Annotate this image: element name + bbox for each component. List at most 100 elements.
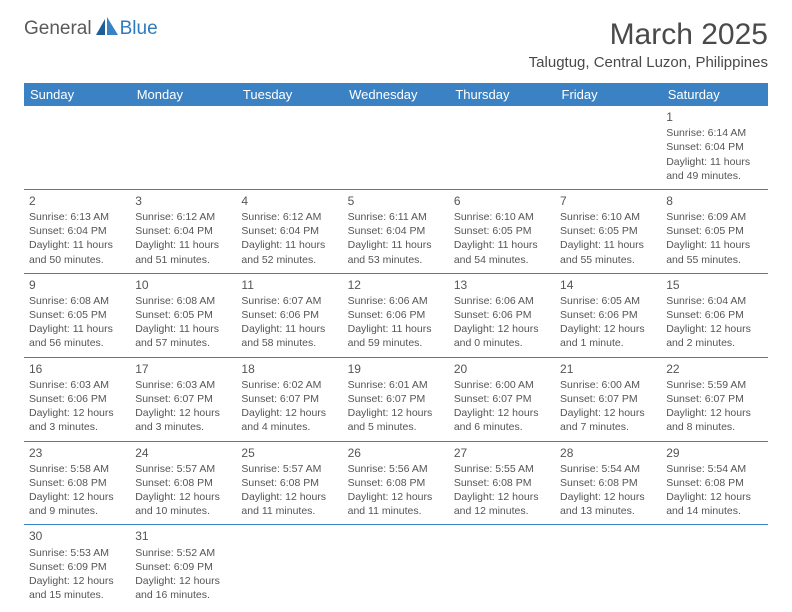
sunset-text: Sunset: 6:04 PM xyxy=(29,224,125,238)
daylight-text: Daylight: 11 hours and 56 minutes. xyxy=(29,322,125,350)
sunrise-text: Sunrise: 6:13 AM xyxy=(29,210,125,224)
sunrise-text: Sunrise: 5:57 AM xyxy=(241,462,337,476)
day-number: 21 xyxy=(560,361,656,377)
daylight-text: Daylight: 12 hours and 3 minutes. xyxy=(135,406,231,434)
sunrise-text: Sunrise: 6:00 AM xyxy=(560,378,656,392)
sunrise-text: Sunrise: 6:11 AM xyxy=(348,210,444,224)
sunset-text: Sunset: 6:07 PM xyxy=(241,392,337,406)
calendar-cell: 28Sunrise: 5:54 AMSunset: 6:08 PMDayligh… xyxy=(555,441,661,525)
calendar-cell: 1Sunrise: 6:14 AMSunset: 6:04 PMDaylight… xyxy=(661,106,767,189)
sunset-text: Sunset: 6:06 PM xyxy=(560,308,656,322)
calendar-cell: 3Sunrise: 6:12 AMSunset: 6:04 PMDaylight… xyxy=(130,189,236,273)
sunset-text: Sunset: 6:07 PM xyxy=(454,392,550,406)
day-header: Thursday xyxy=(449,83,555,106)
day-number: 8 xyxy=(666,193,762,209)
daylight-text: Daylight: 12 hours and 12 minutes. xyxy=(454,490,550,518)
sunrise-text: Sunrise: 5:56 AM xyxy=(348,462,444,476)
calendar-cell xyxy=(661,525,767,608)
sunrise-text: Sunrise: 6:08 AM xyxy=(29,294,125,308)
calendar-cell: 6Sunrise: 6:10 AMSunset: 6:05 PMDaylight… xyxy=(449,189,555,273)
sunset-text: Sunset: 6:08 PM xyxy=(454,476,550,490)
daylight-text: Daylight: 12 hours and 13 minutes. xyxy=(560,490,656,518)
sunset-text: Sunset: 6:08 PM xyxy=(29,476,125,490)
header: General Blue March 2025 Talugtug, Centra… xyxy=(24,18,768,79)
sunset-text: Sunset: 6:04 PM xyxy=(348,224,444,238)
day-number: 20 xyxy=(454,361,550,377)
calendar-cell: 22Sunrise: 5:59 AMSunset: 6:07 PMDayligh… xyxy=(661,357,767,441)
daylight-text: Daylight: 12 hours and 11 minutes. xyxy=(348,490,444,518)
calendar-cell: 19Sunrise: 6:01 AMSunset: 6:07 PMDayligh… xyxy=(343,357,449,441)
sunset-text: Sunset: 6:07 PM xyxy=(348,392,444,406)
sunset-text: Sunset: 6:06 PM xyxy=(29,392,125,406)
daylight-text: Daylight: 12 hours and 8 minutes. xyxy=(666,406,762,434)
daylight-text: Daylight: 11 hours and 55 minutes. xyxy=(560,238,656,266)
calendar-cell: 20Sunrise: 6:00 AMSunset: 6:07 PMDayligh… xyxy=(449,357,555,441)
logo: General Blue xyxy=(24,18,158,40)
sunrise-text: Sunrise: 6:06 AM xyxy=(348,294,444,308)
daylight-text: Daylight: 11 hours and 49 minutes. xyxy=(666,155,762,183)
calendar-body: 1Sunrise: 6:14 AMSunset: 6:04 PMDaylight… xyxy=(24,106,768,608)
daylight-text: Daylight: 11 hours and 57 minutes. xyxy=(135,322,231,350)
daylight-text: Daylight: 12 hours and 3 minutes. xyxy=(29,406,125,434)
day-number: 30 xyxy=(29,528,125,544)
day-number: 23 xyxy=(29,445,125,461)
daylight-text: Daylight: 11 hours and 58 minutes. xyxy=(241,322,337,350)
daylight-text: Daylight: 12 hours and 10 minutes. xyxy=(135,490,231,518)
daylight-text: Daylight: 12 hours and 1 minute. xyxy=(560,322,656,350)
sunrise-text: Sunrise: 5:58 AM xyxy=(29,462,125,476)
sunset-text: Sunset: 6:06 PM xyxy=(348,308,444,322)
daylight-text: Daylight: 12 hours and 16 minutes. xyxy=(135,574,231,602)
day-number: 25 xyxy=(241,445,337,461)
sunrise-text: Sunrise: 6:07 AM xyxy=(241,294,337,308)
sunset-text: Sunset: 6:08 PM xyxy=(241,476,337,490)
sunset-text: Sunset: 6:05 PM xyxy=(135,308,231,322)
day-number: 5 xyxy=(348,193,444,209)
daylight-text: Daylight: 12 hours and 14 minutes. xyxy=(666,490,762,518)
calendar-cell: 2Sunrise: 6:13 AMSunset: 6:04 PMDaylight… xyxy=(24,189,130,273)
logo-sails-icon xyxy=(96,17,118,35)
day-number: 12 xyxy=(348,277,444,293)
day-number: 19 xyxy=(348,361,444,377)
calendar-cell xyxy=(236,106,342,189)
daylight-text: Daylight: 12 hours and 7 minutes. xyxy=(560,406,656,434)
month-title: March 2025 xyxy=(529,18,768,52)
sunset-text: Sunset: 6:05 PM xyxy=(454,224,550,238)
calendar-row: 2Sunrise: 6:13 AMSunset: 6:04 PMDaylight… xyxy=(24,189,768,273)
sunset-text: Sunset: 6:04 PM xyxy=(135,224,231,238)
sunrise-text: Sunrise: 5:53 AM xyxy=(29,546,125,560)
day-number: 16 xyxy=(29,361,125,377)
day-number: 15 xyxy=(666,277,762,293)
sunset-text: Sunset: 6:07 PM xyxy=(666,392,762,406)
sunset-text: Sunset: 6:09 PM xyxy=(135,560,231,574)
location-text: Talugtug, Central Luzon, Philippines xyxy=(529,54,768,71)
day-number: 24 xyxy=(135,445,231,461)
day-number: 4 xyxy=(241,193,337,209)
sunset-text: Sunset: 6:06 PM xyxy=(241,308,337,322)
sunrise-text: Sunrise: 6:14 AM xyxy=(666,126,762,140)
sunrise-text: Sunrise: 6:01 AM xyxy=(348,378,444,392)
calendar-cell: 24Sunrise: 5:57 AMSunset: 6:08 PMDayligh… xyxy=(130,441,236,525)
daylight-text: Daylight: 12 hours and 4 minutes. xyxy=(241,406,337,434)
sunset-text: Sunset: 6:09 PM xyxy=(29,560,125,574)
sunset-text: Sunset: 6:05 PM xyxy=(560,224,656,238)
day-number: 27 xyxy=(454,445,550,461)
sunrise-text: Sunrise: 6:03 AM xyxy=(135,378,231,392)
calendar-cell: 29Sunrise: 5:54 AMSunset: 6:08 PMDayligh… xyxy=(661,441,767,525)
calendar-row: 9Sunrise: 6:08 AMSunset: 6:05 PMDaylight… xyxy=(24,273,768,357)
daylight-text: Daylight: 11 hours and 53 minutes. xyxy=(348,238,444,266)
day-header: Tuesday xyxy=(236,83,342,106)
sunset-text: Sunset: 6:04 PM xyxy=(241,224,337,238)
calendar-cell: 13Sunrise: 6:06 AMSunset: 6:06 PMDayligh… xyxy=(449,273,555,357)
calendar-cell: 17Sunrise: 6:03 AMSunset: 6:07 PMDayligh… xyxy=(130,357,236,441)
calendar-cell: 25Sunrise: 5:57 AMSunset: 6:08 PMDayligh… xyxy=(236,441,342,525)
sunset-text: Sunset: 6:07 PM xyxy=(560,392,656,406)
sunset-text: Sunset: 6:05 PM xyxy=(29,308,125,322)
calendar-cell: 8Sunrise: 6:09 AMSunset: 6:05 PMDaylight… xyxy=(661,189,767,273)
sunrise-text: Sunrise: 5:54 AM xyxy=(666,462,762,476)
calendar-cell xyxy=(343,525,449,608)
calendar-row: 1Sunrise: 6:14 AMSunset: 6:04 PMDaylight… xyxy=(24,106,768,189)
sunset-text: Sunset: 6:05 PM xyxy=(666,224,762,238)
calendar-cell xyxy=(449,106,555,189)
day-number: 17 xyxy=(135,361,231,377)
day-number: 10 xyxy=(135,277,231,293)
